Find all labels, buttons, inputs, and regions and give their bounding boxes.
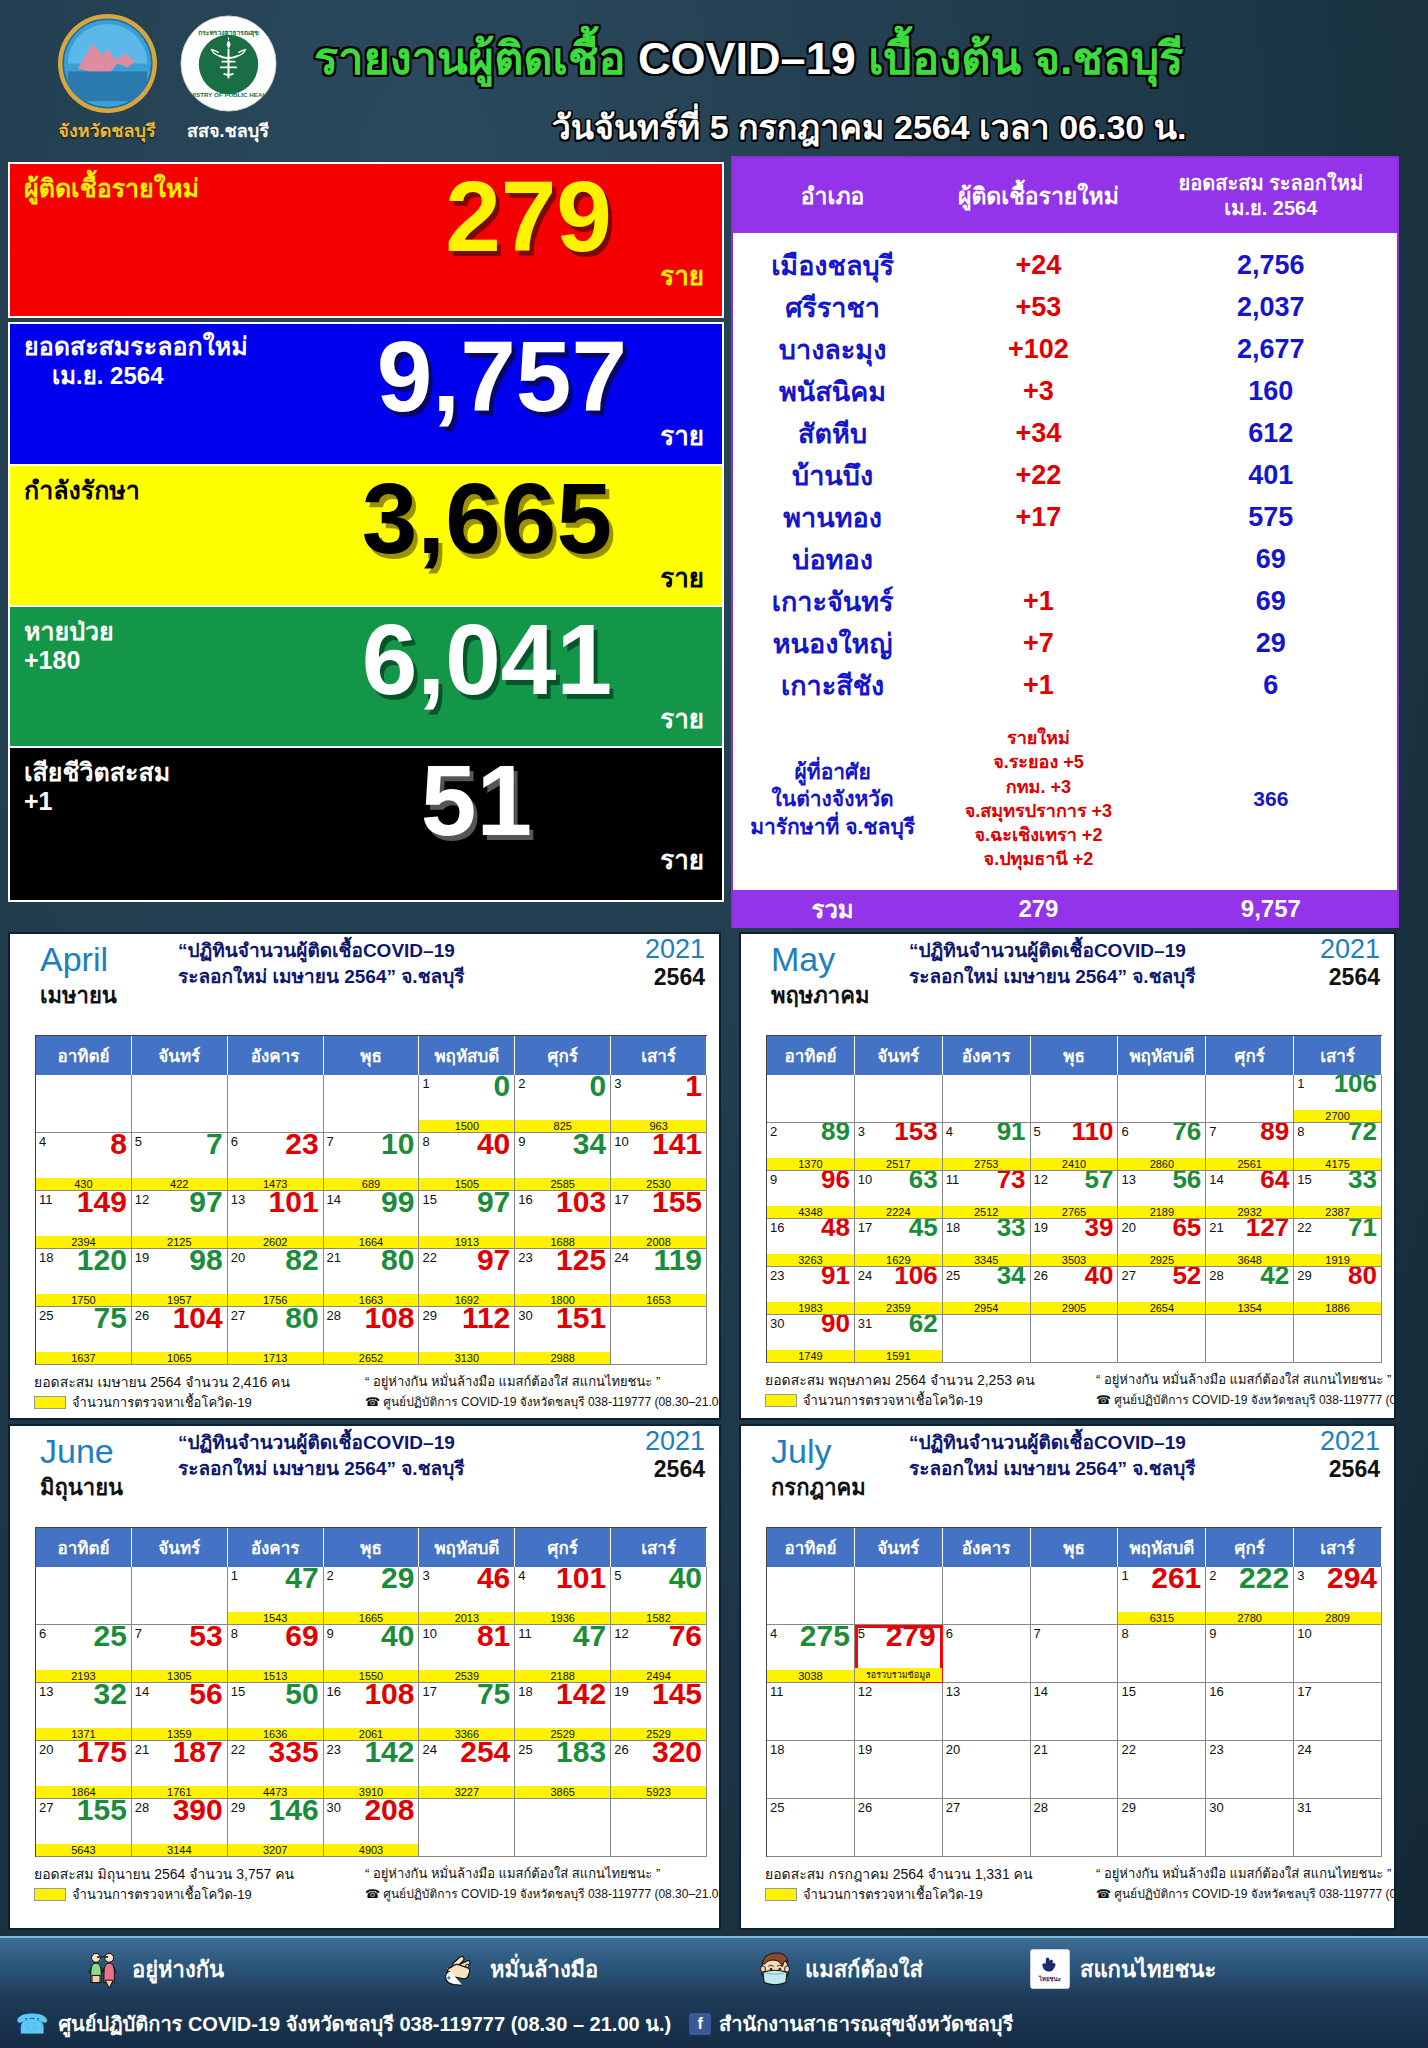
svg-text:ไทยชนะ: ไทยชนะ (1038, 1975, 1061, 1982)
